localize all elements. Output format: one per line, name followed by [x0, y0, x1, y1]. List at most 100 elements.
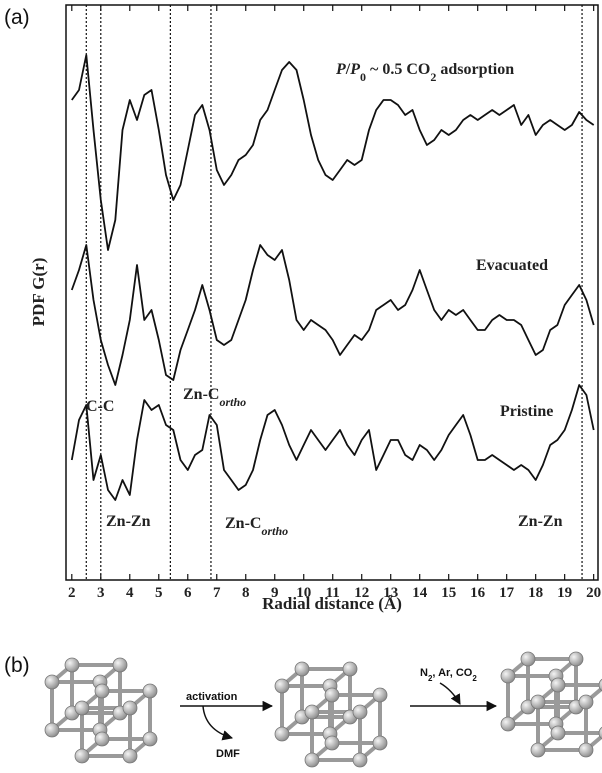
x-tick-label: 12: [354, 585, 369, 601]
framework-node: [550, 677, 566, 693]
framework-node: [372, 735, 388, 751]
x-tick-label: 5: [155, 585, 163, 601]
annotation-text: ~ 0.5 CO: [366, 61, 430, 78]
framework-node: [74, 700, 90, 716]
framework-node: [112, 657, 128, 673]
framework-node: [304, 752, 320, 768]
annotation-text: P: [349, 61, 360, 78]
annotation-text: Zn-Zn: [106, 513, 151, 530]
scheme-text: 2: [472, 674, 477, 683]
x-tick-label: 2: [68, 585, 76, 601]
scheme-label: DMF: [216, 748, 240, 760]
x-tick-label: 15: [441, 585, 456, 601]
framework-node: [352, 752, 368, 768]
x-tick-label: 4: [126, 585, 134, 601]
scheme-text: N: [420, 667, 428, 679]
framework-node: [74, 748, 90, 764]
framework-node: [274, 678, 290, 694]
framework-node: [122, 748, 138, 764]
framework-node: [122, 700, 138, 716]
framework-node: [94, 683, 110, 699]
annotation: Zn-Cortho: [183, 386, 246, 409]
annotation: P/P0 ~ 0.5 CO2 adsorption: [335, 61, 514, 84]
framework: [274, 661, 388, 768]
annotation: C-C: [86, 398, 114, 415]
framework-node: [598, 678, 602, 692]
plot-frame: [65, 4, 599, 581]
framework-node: [598, 726, 602, 740]
x-tick-label: 7: [213, 585, 221, 601]
annotation-text: Zn-C: [183, 386, 219, 403]
x-tick-label: 6: [184, 585, 192, 601]
framework-node: [520, 651, 536, 667]
annotation-text: adsorption: [436, 61, 514, 78]
framework: [500, 651, 602, 758]
line: [70, 384, 595, 501]
x-axis-label: Radial distance (Å): [262, 594, 402, 613]
framework-node: [352, 704, 368, 720]
annotation-text: 0: [360, 70, 366, 84]
annotation: Zn-Zn: [106, 513, 151, 530]
framework-node: [64, 657, 80, 673]
framework-node: [500, 716, 516, 732]
annotation-text: Zn-C: [225, 515, 261, 532]
panel-label: (b): [4, 654, 30, 677]
framework-node: [142, 731, 158, 747]
x-tick-label: 20: [586, 585, 601, 601]
framework-node: [342, 661, 358, 677]
x-tick-label: 10: [296, 585, 311, 601]
annotation-text: ortho: [219, 395, 246, 409]
annotation: Zn-Cortho: [225, 515, 288, 538]
framework-node: [568, 651, 584, 667]
x-tick-label: 14: [412, 585, 428, 601]
x-tick-label: 16: [470, 585, 486, 601]
annotation: Zn-Zn: [518, 513, 563, 530]
framework-node: [578, 742, 594, 758]
framework-node: [372, 687, 388, 703]
line: [71, 54, 595, 251]
annotation: Evacuated: [476, 257, 548, 274]
framework-node: [44, 674, 60, 690]
panel-label: (a): [4, 6, 30, 29]
annotation-text: /: [345, 61, 351, 78]
scheme-label: activation: [186, 691, 238, 703]
framework-node: [550, 725, 566, 741]
x-tick-label: 19: [557, 585, 572, 601]
x-tick-label: 17: [499, 585, 515, 601]
framework-node: [274, 726, 290, 742]
y-axis-label: PDF G(r): [29, 258, 48, 327]
annotation-text: P: [335, 61, 346, 78]
annotation: Pristine: [500, 403, 553, 420]
framework-node: [324, 735, 340, 751]
annotation-text: ortho: [261, 524, 288, 538]
annotation-text: Pristine: [500, 403, 553, 420]
annotation-text: Evacuated: [476, 257, 548, 274]
scheme-text: , Ar, CO: [432, 667, 472, 679]
framework-node: [94, 731, 110, 747]
framework-node: [578, 694, 594, 710]
x-tick-label: 11: [326, 585, 340, 601]
scheme-text: 2: [428, 674, 433, 683]
scheme-label: N2, Ar, CO2: [420, 667, 477, 683]
annotation-text: C-C: [86, 398, 114, 415]
annotation-text: Zn-Zn: [518, 513, 563, 530]
x-tick-label: 13: [383, 585, 398, 601]
x-tick-label: 9: [271, 585, 279, 601]
arrow: [439, 682, 461, 705]
framework-node: [294, 661, 310, 677]
arrow: [202, 705, 234, 741]
framework-node: [530, 694, 546, 710]
framework-node: [142, 683, 158, 699]
framework-node: [324, 687, 340, 703]
x-tick-label: 8: [242, 585, 250, 601]
x-tick-label: 18: [528, 585, 543, 601]
framework-node: [44, 722, 60, 738]
annotation-text: 2: [430, 70, 436, 84]
line: [70, 244, 595, 386]
framework-node: [530, 742, 546, 758]
x-tick-label: 3: [97, 585, 105, 601]
framework-node: [304, 704, 320, 720]
framework-node: [500, 668, 516, 684]
framework: [44, 657, 158, 764]
